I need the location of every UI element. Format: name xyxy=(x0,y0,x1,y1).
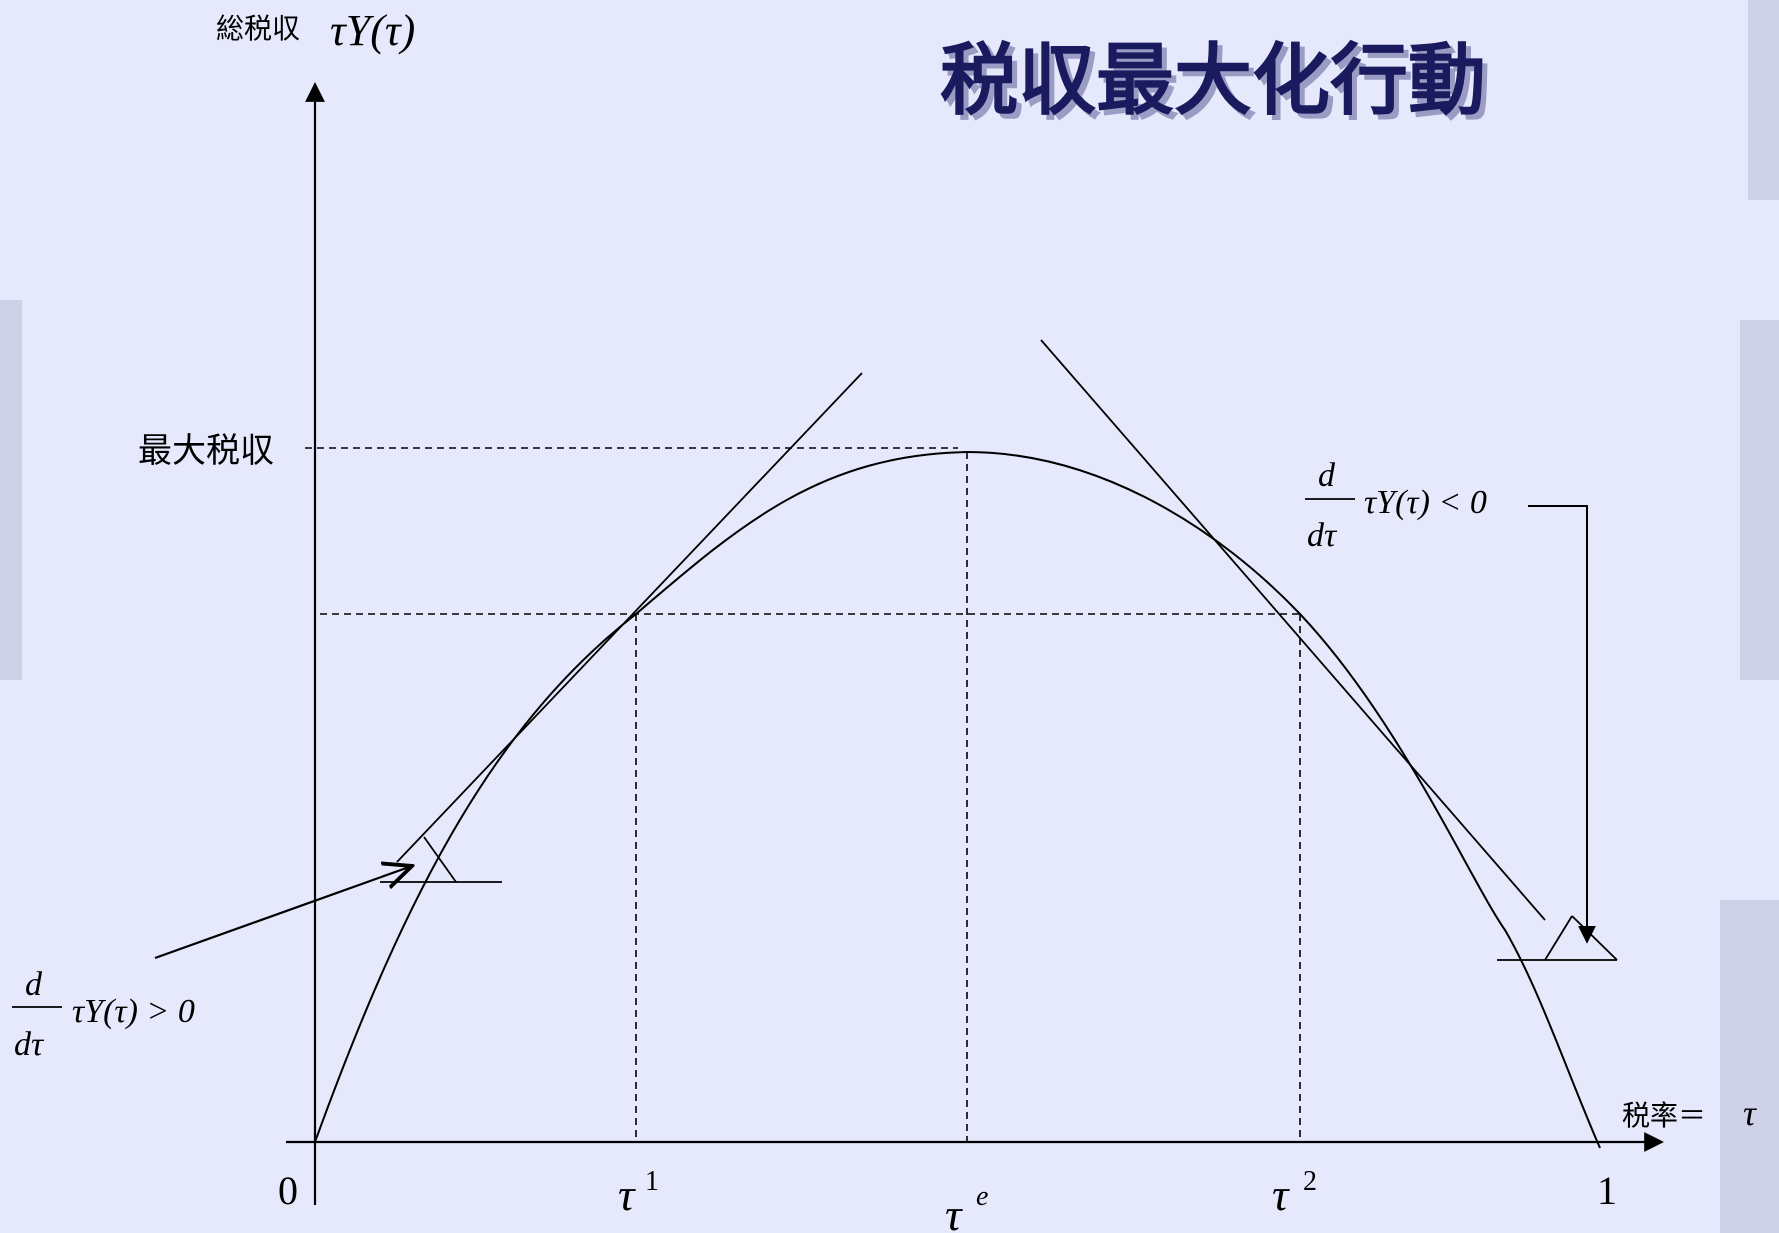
tangent-line-left xyxy=(396,372,863,863)
one-label: 1 xyxy=(1597,1168,1617,1213)
svg-text:1: 1 xyxy=(645,1166,659,1197)
svg-text:τ: τ xyxy=(945,1189,963,1233)
svg-text:2: 2 xyxy=(1303,1166,1317,1197)
derivative-negative-label: d dτ τY(τ) < 0 xyxy=(1305,457,1487,554)
svg-text:τ: τ xyxy=(618,1169,636,1220)
slide-title-shadow: 税収最大化行動 xyxy=(945,40,1491,131)
svg-text:τ: τ xyxy=(1272,1169,1290,1220)
tau1-label: τ 1 xyxy=(618,1166,659,1220)
tau2-label: τ 2 xyxy=(1272,1166,1317,1220)
svg-text:e: e xyxy=(976,1181,988,1212)
svg-text:d: d xyxy=(25,966,43,1003)
origin-label: 0 xyxy=(278,1168,298,1213)
tax-revenue-curve xyxy=(314,450,1601,1149)
callout-arrow-right xyxy=(1528,505,1596,944)
svg-text:dτ: dτ xyxy=(1307,517,1338,554)
svg-text:dτ: dτ xyxy=(14,1026,45,1063)
x-axis-label-jp: 税率＝ xyxy=(1622,1100,1706,1132)
max-revenue-label: 最大税収 xyxy=(138,432,274,470)
derivative-positive-label: d dτ τY(τ) > 0 xyxy=(12,966,195,1063)
y-axis-label-math: τY(τ) xyxy=(330,6,415,55)
slope-triangle-right xyxy=(1497,915,1618,961)
tangent-line-right xyxy=(1040,339,1546,921)
y-axis-label-jp: 総税収 xyxy=(216,13,300,45)
slide-title: 税収最大化行動 xyxy=(940,35,1486,126)
svg-text:τY(τ) > 0: τY(τ) > 0 xyxy=(72,993,195,1030)
x-axis-label-math: τ xyxy=(1743,1093,1757,1133)
svg-text:d: d xyxy=(1318,457,1336,494)
svg-text:τY(τ) < 0: τY(τ) < 0 xyxy=(1364,484,1487,521)
taue-label: τ e xyxy=(945,1181,988,1233)
callout-arrow-left xyxy=(154,866,412,960)
